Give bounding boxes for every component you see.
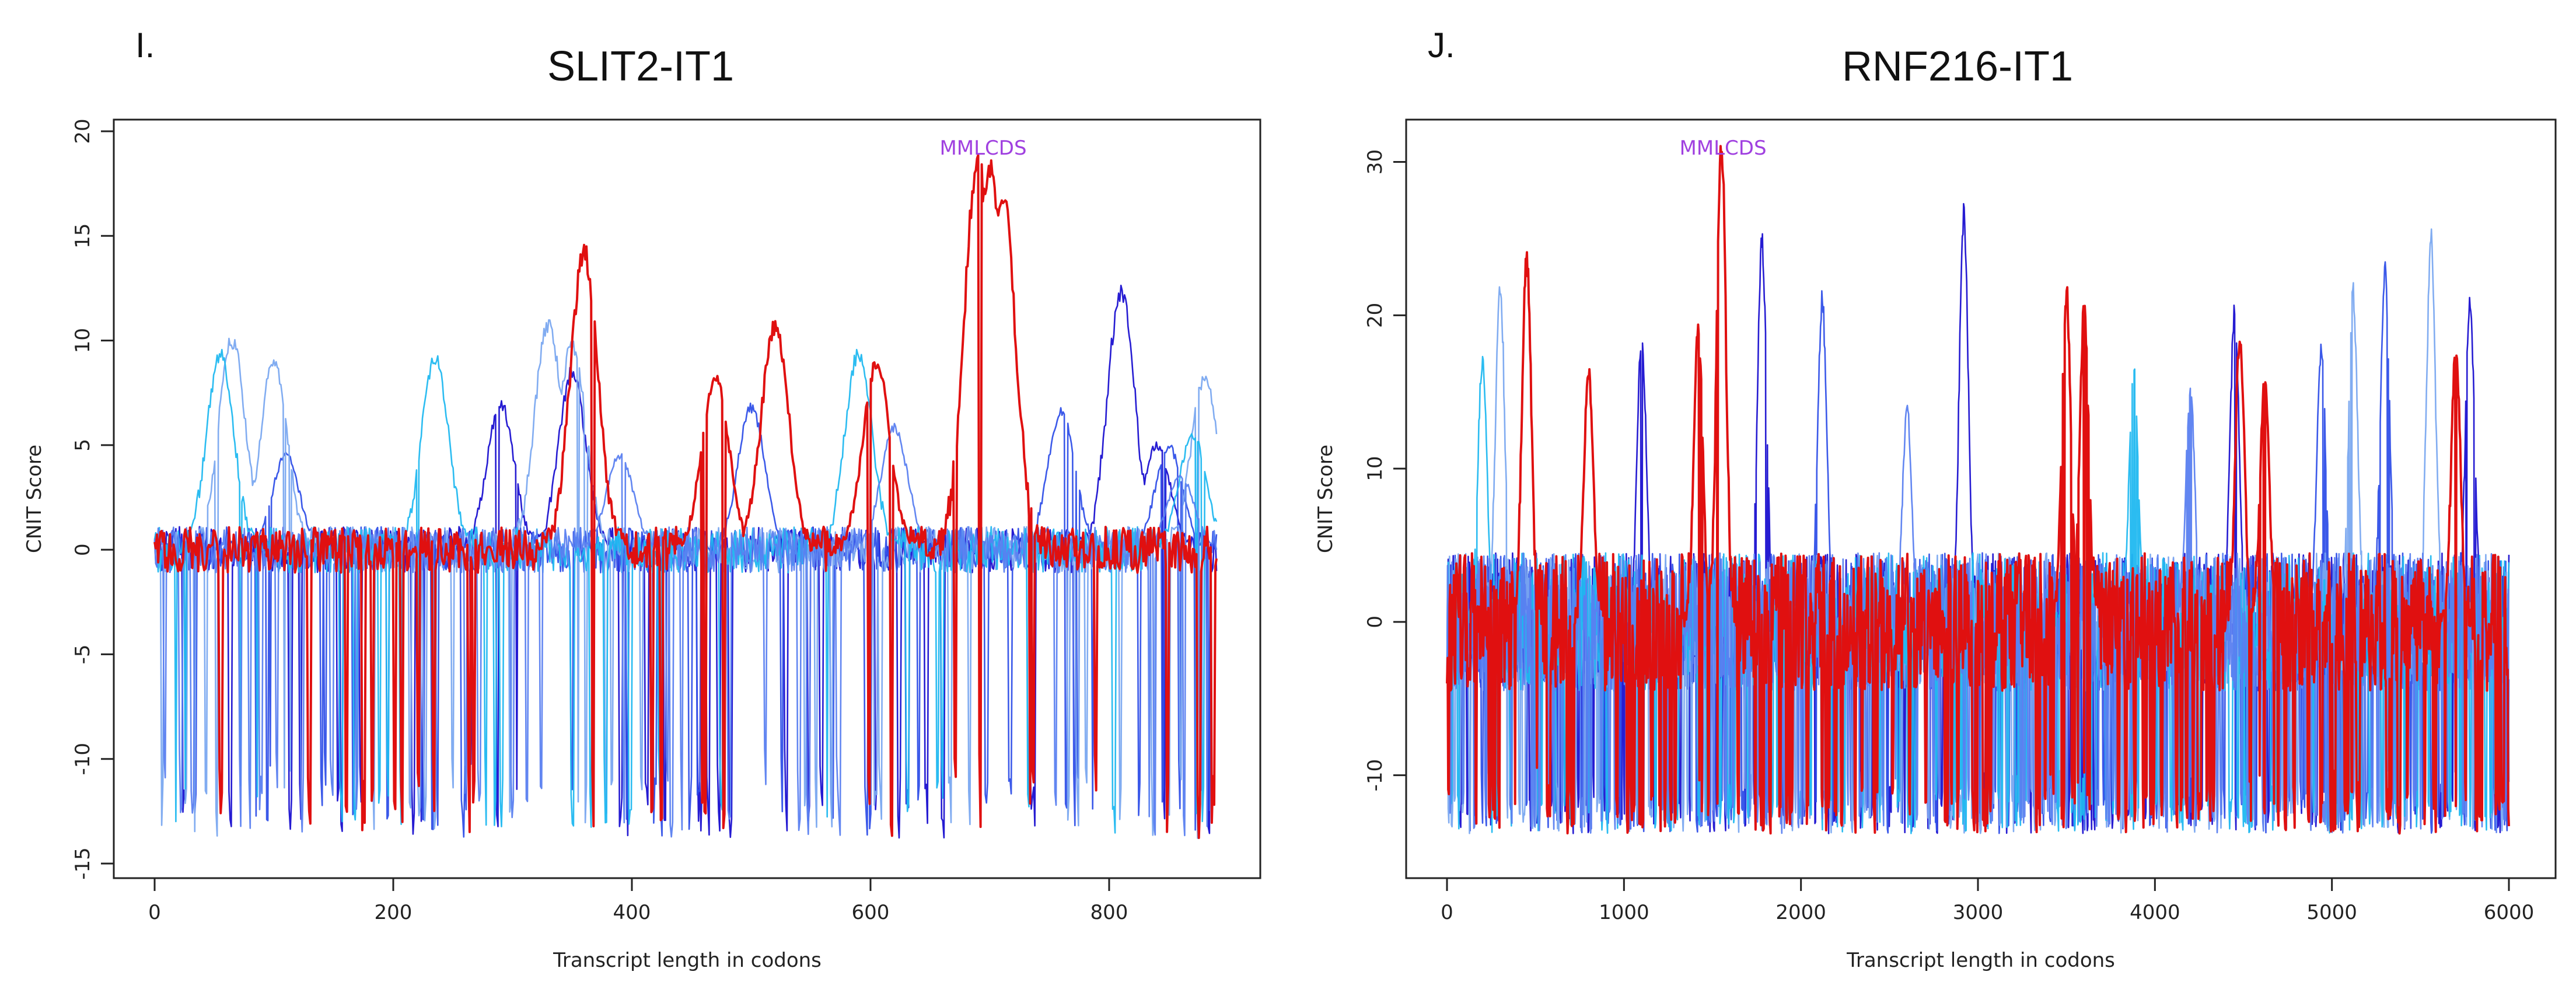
chart-title: RNF216-IT1 — [1842, 43, 2073, 90]
y-axis-label: CNIT Score — [23, 445, 46, 553]
panel-label: I. — [135, 26, 155, 65]
plot-area — [153, 153, 1218, 839]
chart-panel-rnf216: J. RNF216-IT1 0 1000 2000 3000 4000 5000 6000 -… — [1314, 26, 2557, 972]
axis-ticks: 0 1000 2000 3000 4000 5000 6000 -10 0 10 20 30 — [1364, 149, 2534, 924]
x-axis-label: Transcript length in codons — [553, 949, 822, 972]
x-tick-label: 200 — [375, 901, 413, 924]
y-tick-label: 10 — [1364, 456, 1387, 481]
y-tick-label: 15 — [71, 223, 95, 249]
y-tick-label: -5 — [71, 644, 95, 664]
y-tick-label: 0 — [1364, 616, 1387, 628]
y-tick-label: 5 — [71, 439, 95, 452]
y-tick-label: 30 — [1364, 149, 1387, 174]
x-tick-label: 800 — [1090, 901, 1128, 924]
x-tick-label: 4000 — [2130, 901, 2180, 924]
y-tick-label: 20 — [71, 118, 95, 144]
x-tick-label: 0 — [148, 901, 161, 924]
series-line-mmlcds — [153, 153, 1218, 839]
mmlcds-annotation: MMLCDS — [939, 137, 1026, 160]
y-tick-label: -10 — [71, 743, 95, 775]
y-axis-label: CNIT Score — [1314, 445, 1337, 553]
x-tick-label: 600 — [852, 901, 890, 924]
axis-ticks: 0 200 400 600 800 -15 -10 -5 0 5 10 15 20 — [71, 118, 1128, 924]
y-tick-label: 10 — [71, 328, 95, 353]
mmlcds-annotation: MMLCDS — [1679, 137, 1766, 160]
y-tick-label: 0 — [71, 543, 95, 556]
chart-panel-slit2: I. SLIT2-IT1 0 200 400 600 800 -15 -10 -5 0 5 10 15… — [23, 26, 1261, 972]
panel-label: J. — [1428, 26, 1455, 65]
x-tick-label: 6000 — [2484, 901, 2535, 924]
plot-area — [1446, 145, 2510, 835]
y-tick-label: -10 — [1364, 759, 1387, 792]
x-tick-label: 5000 — [2306, 901, 2357, 924]
x-axis-label: Transcript length in codons — [1846, 949, 2115, 972]
y-tick-label: -15 — [71, 847, 95, 880]
x-tick-label: 2000 — [1775, 901, 1826, 924]
x-tick-label: 1000 — [1599, 901, 1649, 924]
chart-title: SLIT2-IT1 — [547, 43, 734, 90]
x-tick-label: 400 — [613, 901, 651, 924]
x-tick-label: 3000 — [1953, 901, 2004, 924]
series-line-mmlcds — [1446, 145, 2510, 835]
plot-frame — [1405, 118, 2557, 879]
x-tick-label: 0 — [1441, 901, 1453, 924]
plot-frame — [113, 118, 1261, 879]
y-tick-label: 20 — [1364, 303, 1387, 328]
